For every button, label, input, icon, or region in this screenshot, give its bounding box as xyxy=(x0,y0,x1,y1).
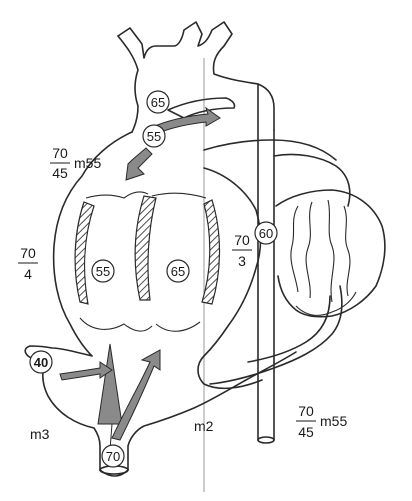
svg-text:45: 45 xyxy=(52,165,68,181)
svg-text:55: 55 xyxy=(147,129,161,144)
svg-text:70: 70 xyxy=(52,145,68,161)
svg-text:45: 45 xyxy=(298,424,314,440)
svg-text:55: 55 xyxy=(96,264,110,279)
mean-right-label: m3 xyxy=(30,426,50,442)
svg-text:70: 70 xyxy=(298,403,314,419)
mean-left-label: m2 xyxy=(194,418,214,434)
valve-lines xyxy=(79,191,207,332)
heart-body xyxy=(24,131,297,477)
svg-text:65: 65 xyxy=(151,95,165,110)
svg-text:65: 65 xyxy=(171,264,185,279)
svg-text:70: 70 xyxy=(234,232,250,248)
circle-label-left-atrium: 65 xyxy=(166,259,190,283)
circle-label-ductus: 55 xyxy=(142,124,166,148)
svg-text:3: 3 xyxy=(238,253,246,269)
right-pressure-label: 70 4 xyxy=(18,245,38,282)
lung xyxy=(203,139,386,385)
svc-pressure-label: 70 45 m55 xyxy=(50,145,101,181)
svg-text:40: 40 xyxy=(34,355,48,370)
circle-label-pulmonary-vein: 60 xyxy=(254,221,278,245)
flow-arrows xyxy=(59,106,221,451)
svg-text:70: 70 xyxy=(106,449,120,464)
svg-text:4: 4 xyxy=(24,266,32,282)
circle-label-ivc: 70 xyxy=(101,444,125,468)
descending-pressure-label: 70 45 m55 xyxy=(296,403,347,440)
circle-label-aorta: 65 xyxy=(146,90,170,114)
svg-text:60: 60 xyxy=(259,226,273,241)
circle-label-right-atrium: 55 xyxy=(91,259,115,283)
svg-text:m55: m55 xyxy=(74,155,101,171)
svg-text:70: 70 xyxy=(20,245,36,261)
svg-text:m55: m55 xyxy=(320,413,347,429)
circle-label-umbilical-vein: 40 xyxy=(29,350,53,374)
left-pressure-label: 70 3 xyxy=(232,232,252,269)
hatched-walls xyxy=(74,195,221,305)
